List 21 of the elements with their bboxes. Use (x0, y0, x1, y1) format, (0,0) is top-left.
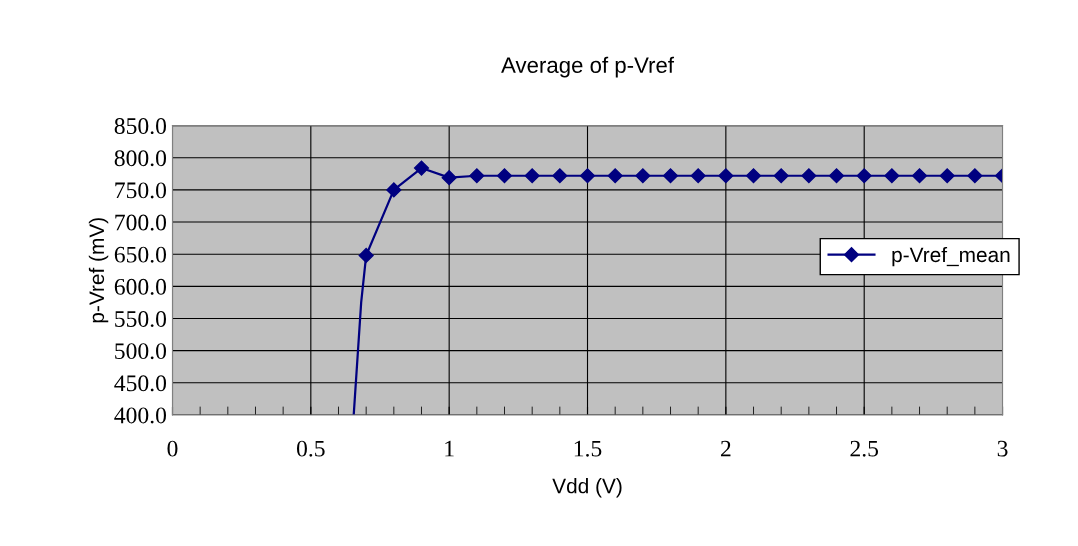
y-tick-label: 700.0 (115, 214, 167, 231)
y-tick-label: 550.0 (115, 310, 167, 328)
y-axis-title: p-Vref (mV) (88, 218, 109, 323)
x-tick-label: 2 (720, 440, 731, 457)
x-axis-title: Vdd (V) (552, 478, 622, 498)
chart-title: Average of p-Vref (501, 56, 675, 78)
y-tick-label: 750.0 (115, 182, 167, 199)
y-tick-label: 500.0 (115, 343, 167, 360)
legend-label: p-Vref_mean (892, 246, 1010, 267)
y-tick-label: 800.0 (114, 150, 167, 167)
y-tick-label: 450.0 (114, 375, 167, 392)
x-tick-label: 0 (167, 440, 178, 457)
y-tick-label: 650.0 (114, 246, 167, 263)
y-tick-label: 400.0 (114, 407, 167, 424)
y-tick-label: 600.0 (114, 278, 167, 295)
x-tick-label: 3 (997, 440, 1008, 457)
x-tick-label: 0.5 (296, 440, 325, 457)
x-tick-label: 1 (445, 440, 454, 457)
x-tick-label: 1.5 (574, 440, 602, 457)
y-tick-label: 850.0 (114, 118, 167, 135)
x-tick-label: 2.5 (850, 440, 879, 457)
